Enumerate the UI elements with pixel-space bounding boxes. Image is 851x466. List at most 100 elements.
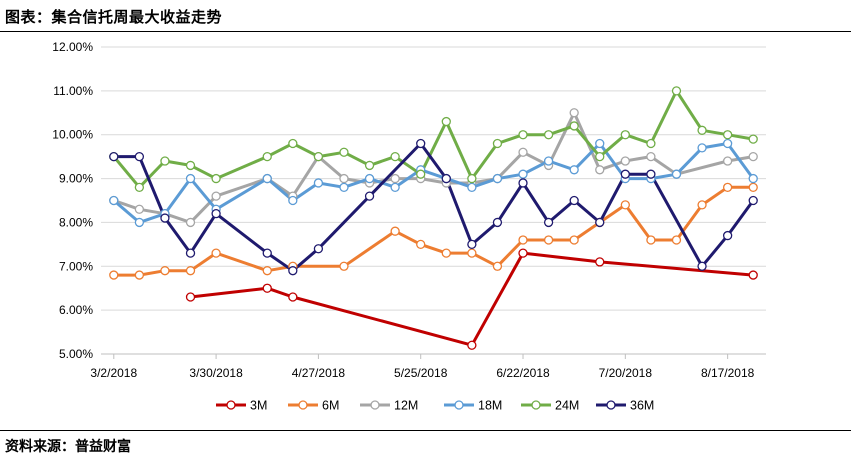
data-point-36M	[441, 173, 451, 184]
x-tick-label: 7/20/2018	[599, 366, 653, 380]
data-point-6M	[543, 235, 554, 245]
data-point-18M	[671, 169, 682, 179]
data-point-6M	[211, 248, 221, 258]
data-point-24M	[185, 160, 196, 171]
legend-swatch-marker	[606, 400, 616, 410]
data-point-12M	[646, 151, 656, 162]
data-point-18M	[364, 173, 375, 184]
data-point-24M	[697, 125, 707, 135]
data-point-36M	[569, 195, 579, 206]
data-point-18M	[109, 195, 119, 206]
data-point-3M	[185, 292, 196, 302]
data-point-3M	[748, 270, 758, 280]
data-point-36M	[722, 230, 733, 241]
series-line-36M	[113, 142, 755, 273]
data-point-24M	[441, 116, 451, 127]
y-tick-label: 5.00%	[59, 347, 93, 361]
data-point-18M	[467, 182, 477, 192]
data-point-6M	[134, 270, 145, 280]
data-point-36M	[748, 195, 758, 206]
data-point-36M	[416, 138, 426, 149]
y-tick-label: 7.00%	[59, 259, 93, 273]
data-point-36M	[364, 191, 375, 201]
data-point-18M	[492, 173, 503, 184]
data-point-18M	[518, 169, 528, 179]
data-point-36M	[134, 151, 145, 162]
data-point-6M	[339, 261, 349, 271]
data-point-12M	[134, 204, 145, 214]
legend: 3M 6M 12M 18M 24M 36M	[216, 399, 654, 413]
data-point-36M	[160, 213, 170, 223]
data-point-6M	[722, 182, 733, 192]
data-point-3M	[262, 283, 272, 293]
data-point-12M	[722, 156, 733, 166]
data-point-36M	[595, 217, 605, 228]
x-tick-label: 3/30/2018	[189, 366, 243, 380]
x-tick-labels: 3/2/2018 3/30/2018 4/27/2018 5/25/2018 6/22/…	[90, 366, 754, 380]
data-point-6M	[492, 261, 503, 271]
data-point-6M	[262, 266, 272, 276]
data-point-6M	[416, 239, 426, 250]
line-chart: 5.00% 6.00% 7.00% 8.00% 9.00% 10.00% 11.00% 12.…	[52, 40, 766, 413]
data-point-6M	[518, 235, 528, 245]
legend-label: 6M	[322, 399, 339, 413]
legend-label: 36M	[630, 399, 654, 413]
data-point-6M	[569, 235, 579, 245]
data-point-36M	[518, 178, 528, 188]
data-point-36M	[109, 151, 119, 162]
legend-label: 12M	[394, 399, 418, 413]
data-point-6M	[671, 235, 682, 245]
legend-label: 24M	[555, 399, 579, 413]
data-point-18M	[748, 173, 758, 184]
data-point-24M	[416, 169, 426, 179]
data-point-24M	[262, 151, 272, 162]
data-point-6M	[160, 266, 170, 276]
x-tick-label: 8/17/2018	[701, 366, 755, 380]
series-lines	[112, 89, 755, 347]
data-point-36M	[543, 217, 554, 228]
x-tick-label: 6/22/2018	[496, 366, 550, 380]
data-point-24M	[288, 138, 298, 149]
data-point-6M	[185, 266, 196, 276]
data-point-36M	[288, 266, 298, 276]
data-point-36M	[697, 261, 707, 271]
data-point-24M	[160, 156, 170, 166]
legend-swatch-marker	[454, 400, 464, 410]
page-title: 图表：集合信托周最大收益走势	[5, 8, 223, 26]
data-point-36M	[492, 217, 503, 228]
data-point-12M	[211, 191, 221, 201]
x-tick-label: 3/2/2018	[90, 366, 137, 380]
data-point-18M	[595, 138, 605, 149]
data-point-12M	[595, 165, 605, 175]
data-point-6M	[390, 226, 400, 236]
grid-lines	[101, 46, 766, 311]
data-point-24M	[313, 151, 324, 162]
data-point-6M	[697, 200, 707, 210]
legend-swatch-marker	[531, 400, 541, 410]
data-point-24M	[492, 138, 503, 149]
data-point-3M	[518, 248, 528, 258]
data-point-3M	[595, 257, 605, 267]
legend-swatch-marker	[370, 400, 380, 410]
data-point-18M	[313, 178, 324, 188]
data-point-18M	[543, 156, 554, 166]
data-point-18M	[339, 182, 349, 192]
data-point-24M	[569, 121, 579, 131]
data-point-24M	[467, 173, 477, 184]
data-point-12M	[518, 147, 528, 157]
data-point-18M	[262, 173, 272, 184]
data-point-18M	[390, 182, 400, 192]
data-point-6M	[109, 270, 119, 280]
data-point-12M	[620, 156, 630, 166]
x-tick-label: 5/25/2018	[394, 366, 448, 380]
data-point-3M	[467, 340, 477, 350]
y-tick-label: 8.00%	[59, 215, 93, 229]
data-point-6M	[467, 248, 477, 258]
data-point-24M	[671, 86, 682, 96]
data-point-12M	[339, 173, 349, 184]
data-point-12M	[748, 151, 758, 162]
data-point-24M	[595, 151, 605, 162]
data-point-36M	[211, 209, 221, 219]
data-point-12M	[185, 217, 196, 228]
data-point-12M	[569, 108, 579, 118]
